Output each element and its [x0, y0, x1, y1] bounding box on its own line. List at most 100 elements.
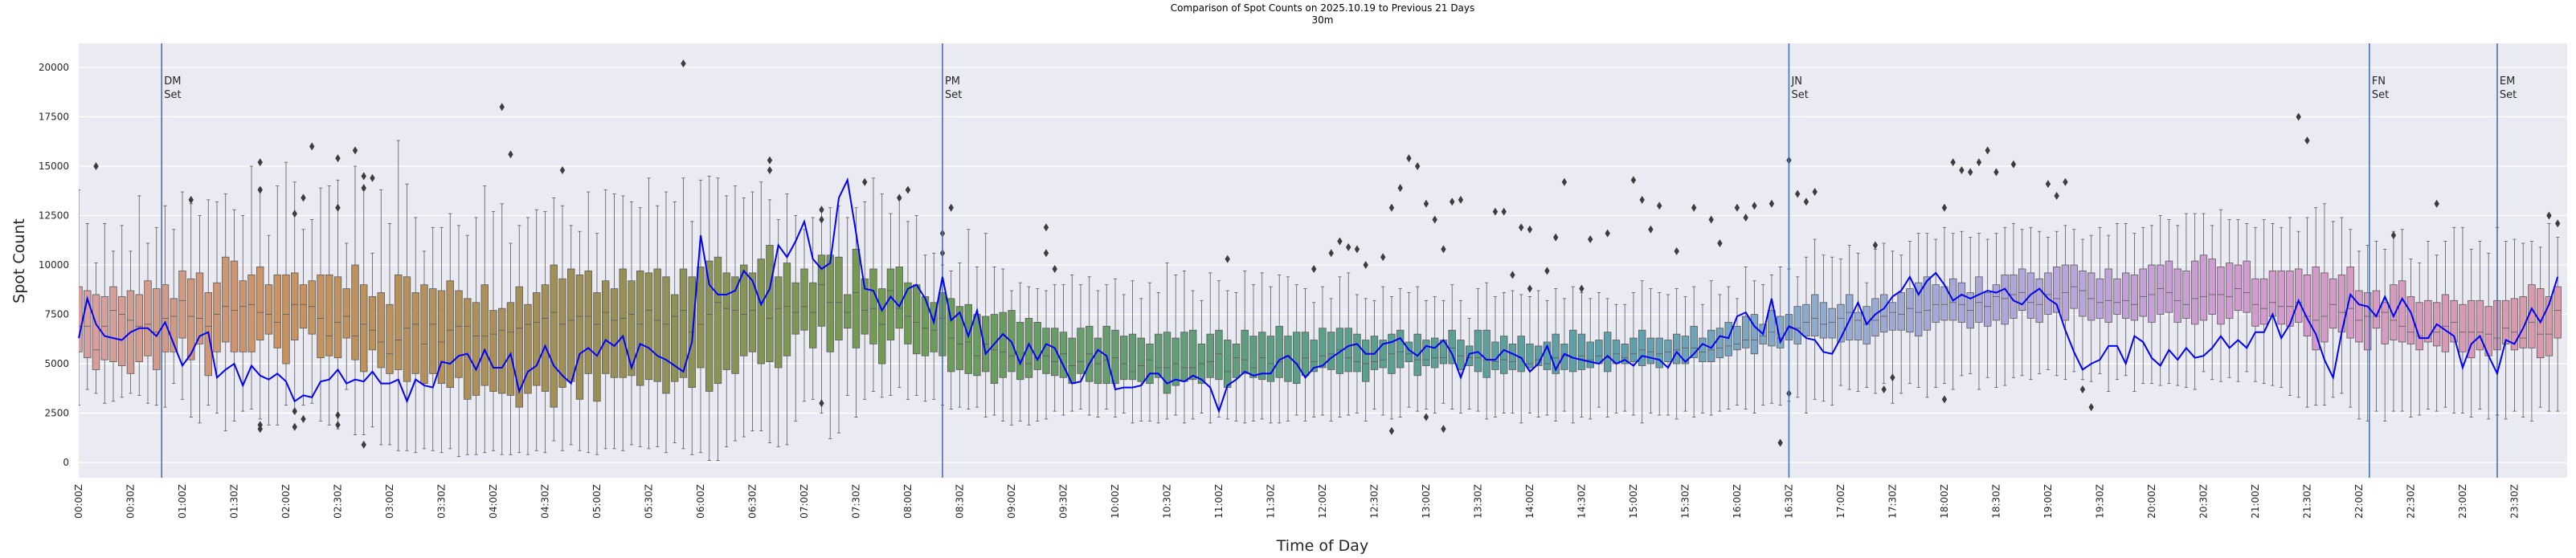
box-iqr — [368, 295, 377, 351]
box-iqr — [1560, 344, 1568, 370]
box-iqr — [187, 278, 195, 360]
box-iqr — [1016, 321, 1024, 381]
outlier-marker — [1225, 255, 1230, 263]
box — [1724, 286, 1732, 410]
box-iqr — [2139, 268, 2147, 317]
box — [2243, 222, 2251, 373]
box-iqr — [1664, 340, 1672, 362]
outlier-marker — [257, 158, 263, 167]
box-iqr — [2398, 280, 2406, 343]
box-iqr — [602, 280, 610, 374]
box-iqr — [1888, 302, 1897, 331]
box-iqr — [1102, 325, 1110, 385]
outlier-marker — [2390, 231, 2397, 240]
box — [2148, 225, 2156, 385]
box-iqr — [1595, 340, 1603, 365]
box-iqr — [1422, 340, 1430, 366]
box-iqr — [533, 292, 541, 386]
box — [2277, 226, 2285, 388]
outlier-marker — [257, 185, 263, 194]
outlier-marker — [1450, 198, 1455, 206]
outlier-marker — [1794, 189, 1801, 198]
outlier-marker — [1519, 223, 1524, 232]
x-tick-label: 13:00Z — [1421, 484, 1432, 519]
x-tick-label: 19:30Z — [2094, 484, 2105, 519]
outlier-marker — [508, 150, 513, 159]
box-iqr — [817, 255, 826, 327]
box-iqr — [1526, 344, 1534, 369]
box — [2251, 226, 2259, 382]
x-tick-label: 10:30Z — [1161, 484, 1172, 519]
y-tick-label: 7500 — [44, 309, 69, 320]
box — [2001, 226, 2009, 386]
box-iqr — [2182, 271, 2190, 319]
box-iqr — [92, 294, 100, 370]
box — [947, 271, 955, 410]
outlier-marker — [1346, 242, 1351, 251]
box-iqr — [1293, 332, 1301, 385]
outlier-marker — [1311, 264, 1317, 273]
box-iqr — [705, 260, 714, 392]
box — [2018, 229, 2026, 377]
box-iqr — [1120, 336, 1128, 381]
box — [1526, 295, 1534, 413]
box — [1768, 274, 1776, 404]
box-iqr — [1266, 336, 1275, 382]
x-tick-label: 17:30Z — [1887, 484, 1898, 519]
box-iqr — [2390, 284, 2398, 340]
box — [1111, 278, 1119, 417]
box-iqr — [990, 314, 999, 385]
box — [1180, 271, 1188, 424]
box-iqr — [748, 272, 757, 352]
box-iqr — [921, 295, 930, 356]
box-iqr — [282, 274, 290, 365]
box-iqr — [351, 264, 359, 360]
box — [1094, 290, 1102, 417]
box — [671, 201, 679, 443]
box-iqr — [506, 302, 515, 396]
box — [722, 195, 730, 447]
outlier-marker — [1397, 184, 1403, 193]
box — [775, 219, 783, 447]
box — [2234, 219, 2243, 382]
box-iqr — [1906, 288, 1914, 333]
box-iqr — [1992, 284, 2001, 321]
box — [386, 222, 394, 446]
box-iqr — [1768, 310, 1776, 347]
outlier-marker — [1354, 245, 1360, 254]
box-iqr — [2225, 263, 2234, 319]
event-label: EM — [2500, 75, 2515, 88]
box — [861, 201, 869, 400]
box-iqr — [308, 280, 316, 335]
box-iqr — [230, 260, 239, 352]
outlier-marker — [1993, 168, 1999, 177]
box-iqr — [2173, 268, 2181, 323]
box-iqr — [697, 267, 705, 369]
box — [100, 222, 108, 404]
box — [515, 225, 523, 454]
box — [636, 207, 644, 447]
box — [2259, 219, 2268, 385]
outlier-marker — [1363, 261, 1368, 270]
box-iqr — [1940, 286, 1948, 321]
box — [584, 191, 592, 454]
box — [2398, 229, 2406, 412]
box-iqr — [1793, 306, 1801, 344]
box — [644, 177, 653, 450]
box — [610, 193, 619, 450]
outlier-marker — [2054, 191, 2059, 200]
box — [2476, 241, 2484, 410]
outlier-marker — [1510, 271, 1515, 279]
today-series-line — [78, 177, 2559, 414]
event-label: Set — [164, 89, 181, 101]
box-iqr — [1638, 329, 1646, 366]
outlier-marker — [257, 425, 263, 434]
box — [2182, 213, 2190, 388]
box — [2363, 245, 2372, 422]
y-tick-label: 10000 — [39, 259, 69, 271]
box-iqr — [2259, 278, 2268, 325]
box-iqr — [1957, 282, 1966, 323]
box-iqr — [144, 280, 152, 356]
box — [878, 193, 886, 398]
event-label: Set — [945, 89, 962, 101]
